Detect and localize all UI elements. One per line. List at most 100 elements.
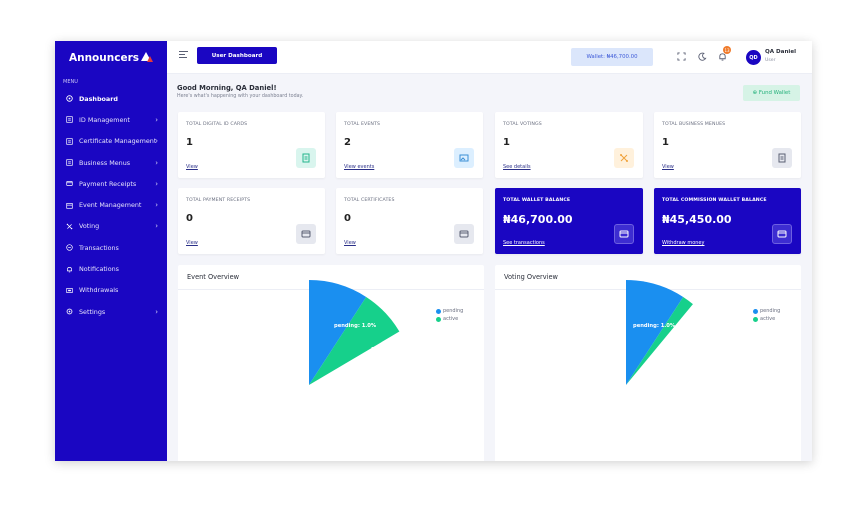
greeting-title: Good Morning, QA Daniel! (177, 84, 277, 92)
user-dashboard-button[interactable]: User Dashboard (197, 47, 277, 64)
legend-label: pending (760, 308, 781, 314)
sidebar-item-label: Settings (79, 307, 106, 316)
app-window: Announcers MENU Dashboard ID Management … (55, 41, 812, 461)
pie-slice-active[interactable] (626, 296, 693, 385)
card-label: TOTAL DIGITAL ID CARDS (186, 122, 248, 127)
card-label: TOTAL VOTINGS (503, 122, 542, 127)
card-link[interactable]: View (344, 240, 356, 246)
stat-card-certificates: TOTAL CERTIFICATES 0 View (336, 188, 483, 254)
pie-slice-pending[interactable] (626, 280, 684, 385)
brand-logo[interactable]: Announcers (55, 41, 167, 74)
legend-item[interactable]: pending (753, 307, 780, 315)
card-link[interactable]: View (662, 164, 674, 170)
bell-icon[interactable] (717, 51, 727, 61)
sidebar-item-label: Notifications (79, 265, 119, 274)
sidebar-item-label: Dashboard (79, 94, 118, 103)
user-name[interactable]: QA Daniel (765, 49, 797, 55)
chart-legend: pending active (753, 307, 780, 323)
fund-wallet-button[interactable]: ⊕ Fund Wallet (743, 85, 800, 101)
card-label: TOTAL CERTIFICATES (344, 198, 395, 203)
sidebar-item-transactions[interactable]: Transactions (55, 237, 167, 258)
legend-label: active (443, 316, 459, 322)
legend-label: active (760, 316, 776, 322)
brand-name: Announcers (68, 51, 139, 64)
dashboard-icon (65, 95, 73, 103)
slice-label-pending: pending: 1.0% (334, 323, 377, 329)
sidebar-item-label: Transactions (79, 243, 119, 252)
logo-icon (141, 52, 151, 61)
event-overview-panel: Event Overview pending: 1.0% active: 0.8… (178, 265, 484, 461)
wallet-balance-card: TOTAL WALLET BALANCE ₦46,700.00 See tran… (495, 188, 643, 254)
id-card-icon (65, 116, 73, 124)
receipt-icon (65, 180, 73, 188)
sidebar-item-label: Payment Receipts (79, 179, 137, 188)
sidebar-item-certificate-management[interactable]: Certificate Management › (55, 131, 167, 152)
card-link[interactable]: View events (344, 164, 375, 170)
pie-slice-active[interactable] (309, 296, 400, 385)
chevron-right-icon: › (155, 137, 158, 146)
card-value: 2 (344, 137, 351, 148)
pie-slice-pending[interactable] (309, 280, 367, 385)
card-link[interactable]: View (186, 240, 198, 246)
see-transactions-link[interactable]: See transactions (503, 240, 545, 246)
panel-title: Voting Overview (504, 273, 558, 281)
sidebar-item-notifications[interactable]: Notifications (55, 258, 167, 279)
voting-overview-panel: Voting Overview pending: 1.0% pending ac… (495, 265, 801, 461)
sidebar-item-label: Business Menus (79, 158, 131, 167)
fullscreen-icon[interactable] (676, 51, 686, 61)
top-bar: User Dashboard Wallet: ₦46,700.00 13 QD … (167, 41, 812, 74)
greeting-subtitle: Here's what's happening with your dashbo… (177, 94, 304, 99)
sidebar-item-event-management[interactable]: Event Management › (55, 194, 167, 215)
wallet-icon (614, 224, 634, 244)
sidebar-item-label: Voting (79, 222, 100, 231)
sidebar-item-label: Certificate Management (79, 137, 157, 146)
moon-icon[interactable] (697, 51, 707, 61)
sidebar-item-label: Event Management (79, 201, 142, 210)
legend-item[interactable]: active (753, 315, 780, 323)
sidebar-item-payment-receipts[interactable]: Payment Receipts › (55, 173, 167, 194)
card-label: TOTAL WALLET BALANCE (503, 198, 571, 203)
wallet-balance-pill[interactable]: Wallet: ₦46,700.00 (571, 48, 653, 66)
calendar-icon (65, 201, 73, 209)
slice-label-pending: pending: 1.0% (633, 323, 676, 329)
sidebar-item-dashboard[interactable]: Dashboard (55, 88, 167, 109)
certificate-icon (65, 137, 73, 145)
transactions-icon (65, 244, 73, 252)
stat-card-votings: TOTAL VOTINGS 1 See details (495, 112, 643, 178)
legend-item[interactable]: active (436, 315, 463, 323)
chevron-right-icon: › (155, 222, 158, 231)
legend-dot-icon (753, 308, 758, 314)
card-value: ₦46,700.00 (503, 213, 573, 226)
wallet-icon (454, 224, 474, 244)
menu-icon (772, 148, 792, 168)
gear-icon (65, 308, 73, 316)
legend-item[interactable]: pending (436, 307, 463, 315)
panel-title: Event Overview (187, 273, 240, 281)
hamburger-menu-icon[interactable] (179, 51, 188, 60)
bell-icon (65, 265, 73, 273)
card-link[interactable]: See details (503, 164, 531, 170)
card-label: TOTAL COMMISSION WALLET BALANCE (662, 198, 767, 203)
voting-icon (65, 222, 73, 230)
sidebar-item-id-management[interactable]: ID Management › (55, 109, 167, 130)
sidebar-item-settings[interactable]: Settings › (55, 301, 167, 322)
notification-count-badge: 13 (723, 46, 731, 54)
chevron-right-icon: › (155, 201, 158, 210)
voting-icon (614, 148, 634, 168)
image-icon (454, 148, 474, 168)
card-link[interactable]: View (186, 164, 198, 170)
card-label: TOTAL EVENTS (344, 122, 381, 127)
card-value: 1 (503, 137, 510, 148)
withdraw-money-link[interactable]: Withdraw money (662, 240, 705, 246)
sidebar-item-voting[interactable]: Voting › (55, 216, 167, 237)
sidebar-item-business-menus[interactable]: Business Menus › (55, 152, 167, 173)
event-pie-chart: pending: 1.0% active: 0.8% (309, 280, 408, 385)
stat-card-events: TOTAL EVENTS 2 View events (336, 112, 483, 178)
stat-card-business-menus: TOTAL BUSINESS MENUES 1 View (654, 112, 801, 178)
user-role: User (765, 58, 776, 63)
avatar[interactable]: QD (746, 50, 761, 65)
sidebar-item-withdrawals[interactable]: Withdrawals (55, 280, 167, 301)
id-card-icon (296, 148, 316, 168)
legend-label: pending (443, 308, 464, 314)
legend-dot-icon (436, 316, 441, 322)
